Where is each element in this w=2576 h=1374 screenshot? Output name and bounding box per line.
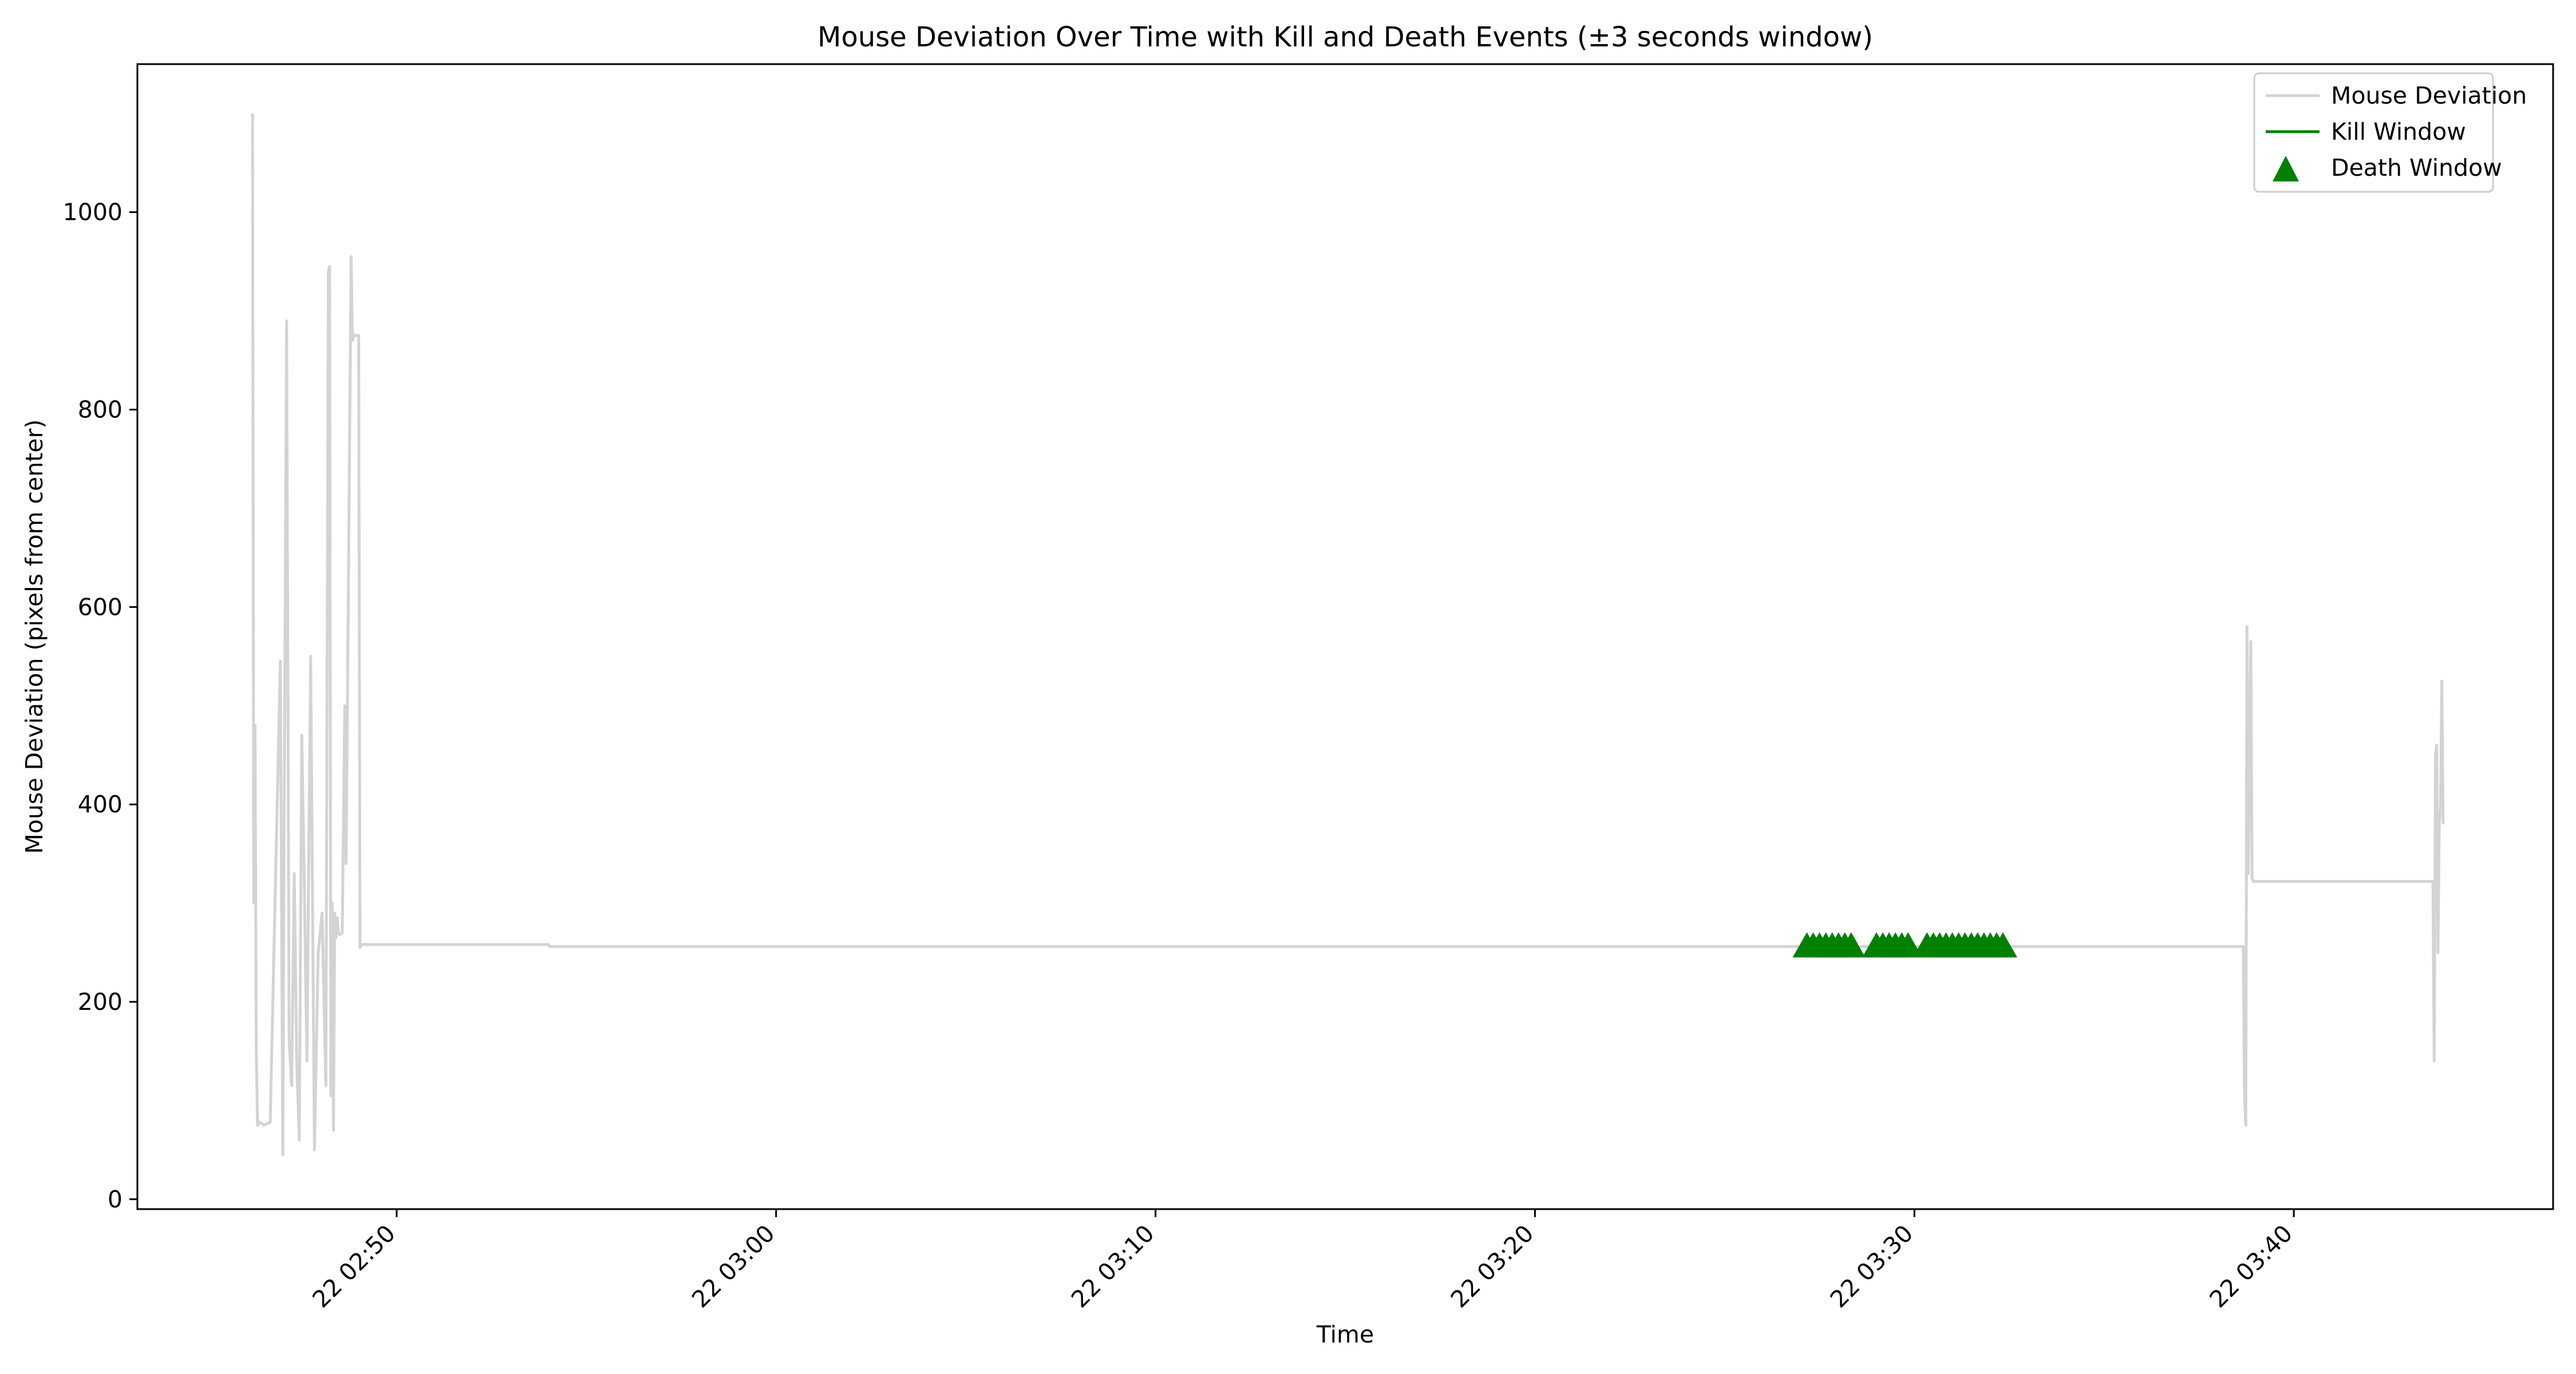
death-window-marker [1836,932,1866,958]
death-window-marker [1988,932,2017,958]
y-tick-label: 800 [78,396,123,423]
legend-box [2253,72,2494,193]
chart-title: Mouse Deviation Over Time with Kill and … [817,21,1873,53]
y-tick-label: 400 [78,791,123,818]
y-tick-label: 1000 [63,199,123,226]
y-tick-label: 200 [78,988,123,1016]
legend-kill-window-label: Kill Window [2331,118,2466,145]
mouse-deviation-line [251,113,2445,1156]
death-window-marker [1894,932,1923,958]
y-tick-label: 600 [78,593,123,621]
legend-death-window-label: Death Window [2331,154,2502,181]
y-axis-ticks: 0 200 400 600 800 1000 [63,199,137,1213]
data-layer [251,113,2445,1156]
x-axis-label: Time [1316,1321,1374,1348]
y-tick-label: 0 [108,1186,123,1213]
legend: Mouse Deviation Kill Window Death Window [2253,72,2527,193]
y-axis-label: Mouse Deviation (pixels from center) [21,420,48,854]
legend-death-window-marker [2273,156,2299,181]
legend-mouse-deviation-label: Mouse Deviation [2331,82,2527,109]
plot-frame [136,63,2554,1210]
